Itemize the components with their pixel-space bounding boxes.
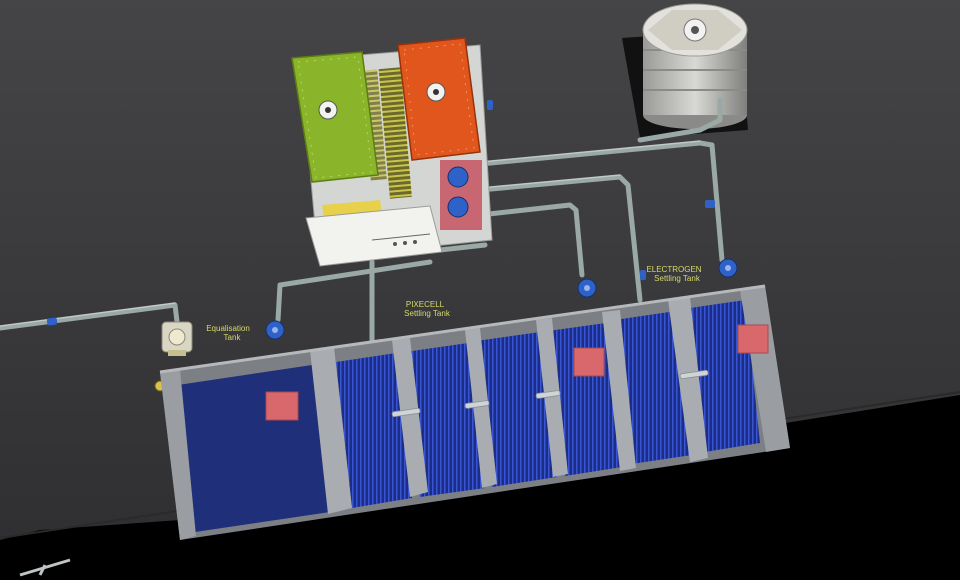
pipe-highlights: [0, 140, 701, 327]
label-equalisation-line2: Tank: [224, 333, 242, 342]
label-equalisation-tank: Equalisation Tank: [206, 324, 250, 342]
overhead-water-tank: [622, 3, 748, 138]
treatment-skid: [291, 37, 493, 267]
control-panel-box: [305, 205, 443, 267]
label-electrogen-line1: ELECTROGEN: [646, 265, 701, 274]
label-electrogen-settling-tank: ELECTROGEN Settling Tank: [646, 265, 701, 283]
label-pixecell-settling-tank: PIXECELL Settling Tank: [404, 300, 451, 318]
label-pixecell-line2: Settling Tank: [404, 309, 451, 318]
label-electrogen-line2: Settling Tank: [654, 274, 701, 283]
pixecell-cell-3: [476, 332, 557, 487]
green-unit: [291, 51, 379, 183]
marker-pixecell: [573, 347, 605, 377]
pipe-couplings: [46, 100, 715, 326]
marker-equalisation: [265, 391, 299, 421]
label-pixecell-line1: PIXECELL: [406, 300, 445, 309]
pump-electrogen: [718, 258, 738, 278]
pixecell-cell-2: [405, 343, 485, 497]
tank-block: [159, 284, 790, 540]
equalisation-tank-water: [178, 365, 330, 532]
valve-assembly: [154, 321, 193, 392]
label-equalisation-line1: Equalisation: [206, 324, 250, 333]
pump-equalisation: [265, 320, 285, 340]
electrogen-cell-1: [615, 311, 692, 464]
ladder-fragment: [19, 558, 71, 577]
pixecell-cell-1: [336, 353, 412, 508]
marker-electrogen: [737, 324, 769, 354]
pump-pixecell: [577, 278, 597, 298]
